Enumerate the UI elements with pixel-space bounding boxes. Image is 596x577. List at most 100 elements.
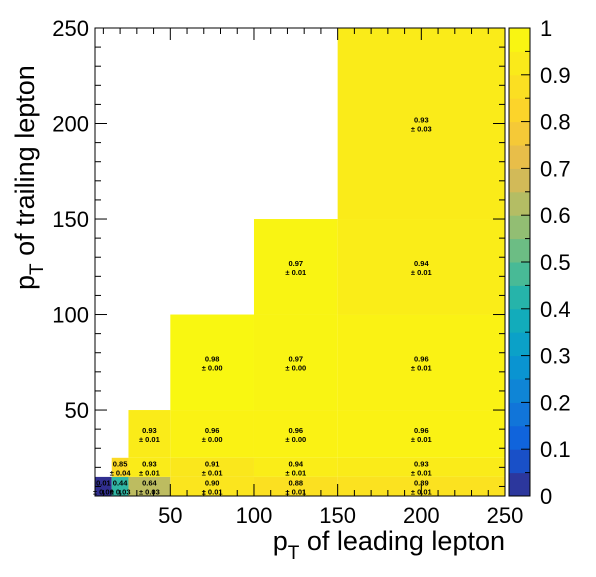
colorbar-segment: [509, 472, 530, 497]
axis-ticks: 50 50 100 100 150 150 200 200 250 250: [52, 16, 523, 528]
colorbar-segment: [509, 308, 530, 333]
colorbar-segment: [509, 98, 530, 123]
cell-error-label: ± 0.01: [411, 435, 432, 444]
cell-value-label: 0.93: [414, 116, 429, 125]
cell-error-label: ± 0.01: [411, 468, 432, 477]
colorbar-segment: [509, 28, 530, 52]
x-axis-title-sub: T: [288, 543, 300, 564]
cell-error-label: ± 0.01: [139, 468, 160, 477]
cell-value-label: 0.96: [414, 426, 429, 435]
heatmap-cell: [337, 457, 505, 477]
cell-value-label: 0.93: [142, 459, 157, 468]
cell-value-label: 0.91: [205, 459, 220, 468]
colorbar-segment: [509, 425, 530, 450]
heatmap-cell: [253, 410, 338, 458]
cell-value-label: 0.96: [289, 426, 304, 435]
colorbar-segment: [509, 285, 530, 310]
heatmap-cell: [253, 476, 338, 496]
colorbar-tick-label: 0.4: [540, 297, 571, 322]
colorbar-segment: [509, 332, 530, 357]
x-axis-title: pT of leading lepton: [273, 526, 505, 564]
colorbar-segment: [509, 238, 530, 263]
cell-error-label: ± 0.01: [202, 468, 223, 477]
heatmap-cell: [170, 410, 254, 458]
colorbar-tick-label: 0.7: [540, 156, 571, 181]
heatmap-cell: [111, 476, 129, 496]
y-tick-label: 50: [65, 398, 89, 423]
colorbar-segment: [509, 168, 530, 193]
cell-error-label: ± 0.00: [202, 363, 223, 372]
cell-error-label: ± 0.00: [202, 435, 223, 444]
colorbar-segment: [509, 355, 530, 380]
x-tick-label: 200: [403, 503, 440, 528]
y-tick-label: 250: [52, 16, 89, 41]
x-tick-label: 150: [319, 503, 356, 528]
cell-value-label: 0.88: [289, 478, 304, 487]
cell-value-label: 0.89: [414, 478, 429, 487]
colorbar-tick-label: 0.2: [540, 390, 571, 415]
cell-error-label: ± 0.01: [139, 435, 160, 444]
colorbar-tick-label: 0.1: [540, 437, 571, 462]
heatmap-cell: [170, 457, 254, 477]
heatmap-cell: [337, 219, 505, 315]
cell-error-label: ± 0.04: [110, 468, 132, 477]
x-tick-label: 250: [487, 503, 524, 528]
heatmap-cell: [337, 314, 505, 411]
y-tick-label: 200: [52, 112, 89, 137]
cell-value-label: 0.97: [289, 354, 304, 363]
cell-error-label: ± 0.00: [285, 435, 306, 444]
heatmap-cell: [253, 457, 338, 477]
heatmap-cell: [337, 28, 505, 220]
colorbar-tick-label: 1: [540, 16, 552, 41]
colorbar-segment: [509, 402, 530, 427]
heatmap-cell: [170, 314, 254, 411]
y-tick-label: 100: [52, 303, 89, 328]
x-axis-title-main: p: [273, 526, 288, 556]
colorbar-tick-label: 0: [540, 484, 552, 509]
colorbar-tick-label: 0.9: [540, 63, 571, 88]
cell-error-label: ± 0.00: [285, 363, 306, 372]
plot-frame: [94, 27, 506, 497]
colorbar-tick-label: 0.8: [540, 110, 571, 135]
heatmap-cell: [111, 457, 129, 477]
cell-value-label: 0.96: [205, 426, 220, 435]
colorbar-segment: [509, 145, 530, 169]
cell-error-label: ± 0.01: [411, 363, 432, 372]
colorbar: 0 0.1 0.2 0.3 0.4 0.5 0.6 0.7 0.8 0.9 1: [508, 16, 571, 509]
cell-error-label: ± 0.01: [285, 487, 306, 496]
colorbar-segment: [509, 379, 530, 403]
colorbar-tick-label: 0.5: [540, 250, 571, 275]
colorbar-segment: [509, 449, 530, 474]
cell-error-label: ± 0.03: [139, 487, 160, 496]
x-tick-label: 50: [158, 503, 182, 528]
heatmap-cell: [170, 476, 254, 496]
y-axis-title-sub: T: [27, 263, 48, 275]
colorbar-segment: [509, 215, 530, 240]
cell-value-label: 0.85: [113, 459, 128, 468]
colorbar-tick-label: 0.3: [540, 344, 571, 369]
cell-value-label: 0.96: [414, 354, 429, 363]
heatmap-cell: [128, 410, 171, 458]
cell-error-label: ± 0.01: [411, 268, 432, 277]
colorbar-segment: [509, 51, 530, 76]
colorbar-tick-label: 0.6: [540, 203, 571, 228]
y-axis-title-rest: of trailing lepton: [10, 65, 40, 263]
colorbar-segment: [509, 121, 530, 146]
cell-error-label: ± 0.01: [285, 268, 306, 277]
cell-error-label: ± 0.01: [202, 487, 223, 496]
x-axis-title-rest: of leading lepton: [299, 526, 505, 556]
cell-value-label: 0.94: [414, 259, 429, 268]
y-axis-title: pT of trailing lepton: [10, 65, 48, 290]
heatmap-cell: [95, 476, 112, 496]
cell-value-label: 0.44: [113, 478, 128, 487]
cell-error-label: ± 0.03: [411, 125, 432, 134]
y-tick-label: 150: [52, 207, 89, 232]
cell-error-label: ± 0.01: [285, 468, 306, 477]
heatmap-cell: [128, 457, 171, 477]
y-axis-title-main: p: [10, 275, 40, 290]
cell-value-label: 0.93: [142, 426, 157, 435]
heatmap-cell: [253, 219, 338, 315]
colorbar-segment: [509, 262, 530, 286]
cell-value-label: 0.98: [205, 354, 220, 363]
